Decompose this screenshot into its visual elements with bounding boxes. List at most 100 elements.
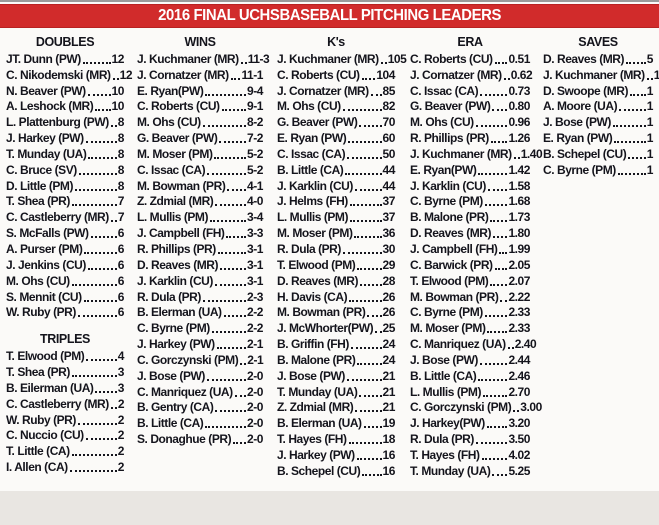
dot-leader: [233, 442, 246, 445]
stat-row: C. Byrne (PM) 2.33: [410, 304, 530, 319]
stat-value: 44: [382, 178, 396, 193]
stat-value: 104: [376, 67, 395, 82]
stat-row: B. Malone (PR) 24: [277, 351, 395, 367]
stat-value: 5-2: [247, 162, 263, 177]
dot-leader: [617, 172, 646, 175]
stat-row: T. Munday (UA) 5.25: [410, 462, 530, 478]
stat-value: 2.22: [508, 289, 530, 304]
player-name: C. Roberts (CU): [410, 51, 493, 66]
player-name: G. Beaver (PW): [277, 115, 358, 130]
stat-list-wins: J. Kuchmaner (MR) 11-3 J. Cornatzer (MR) 11…: [137, 50, 270, 446]
stat-value: 1.26: [508, 131, 530, 146]
stat-row: C. Gorczynski (PM) 2-1: [137, 351, 264, 367]
dot-leader: [499, 251, 508, 254]
stat-value: 5-2: [247, 146, 263, 161]
dot-leader: [346, 378, 382, 381]
player-name: C. Castleberry (MR): [6, 396, 109, 411]
stat-row: C. Manriquez (UA) 2.40: [410, 335, 537, 351]
stat-row: R. Dula (PR) 2-3: [137, 288, 263, 304]
player-name: B. Griffin (FH): [277, 337, 349, 352]
stat-row: E. Ryan (PW) 1: [543, 129, 653, 145]
player-name: J. Bose (PW): [277, 368, 345, 383]
dot-leader: [77, 315, 117, 318]
stat-row: T. Hayes (FH) 4.02: [410, 446, 530, 462]
stat-value: 8: [117, 162, 125, 177]
stat-value: 18: [382, 432, 396, 447]
stat-row: B. Gentry (CA) 2-0: [137, 399, 263, 414]
stat-section-wins: WINS J. Kuchmaner (MR) 11-3 J. Cornatzer (…: [137, 35, 270, 446]
stat-row: W. Ruby (PR) 2: [6, 411, 124, 427]
dot-leader: [205, 426, 246, 429]
stat-value: 4-1: [247, 178, 263, 193]
dot-leader: [487, 188, 508, 191]
stat-value: 3-4: [247, 210, 263, 225]
player-name: B. Schepel (CU): [543, 146, 627, 161]
stat-row: B. Little (CA) 2-0: [137, 414, 263, 430]
dot-leader: [348, 442, 382, 445]
dot-leader: [356, 457, 382, 460]
stat-row: C. Castleberry (MR) 7: [6, 208, 125, 224]
dot-leader: [513, 410, 520, 413]
player-name: D. Reaves (MR): [543, 51, 625, 66]
stat-row: R. Phillips (PR) 1.26: [410, 129, 530, 145]
stat-value: 36: [382, 226, 396, 241]
stat-row: J. Cornatzer (MR) 11-1: [137, 66, 263, 82]
player-name: J. Kuchmaner (MR): [137, 51, 239, 66]
dot-leader: [227, 188, 246, 191]
stat-value: 9-1: [247, 99, 263, 114]
stat-value: 25: [382, 321, 396, 336]
stat-value: 6: [117, 257, 125, 272]
dot-leader: [95, 109, 111, 112]
stat-value: 21: [382, 384, 396, 399]
stat-value: 2.44: [508, 352, 530, 367]
dot-leader: [363, 426, 382, 429]
player-name: E. Ryan (PW): [277, 131, 347, 146]
stat-row: R. Dula (PR) 3.50: [410, 430, 530, 446]
dot-leader: [486, 426, 508, 429]
stat-row: J. Cornatzer (MR) 0.62: [410, 66, 533, 82]
player-name: M. Ohs (CU): [137, 115, 201, 130]
stat-list-ks: J. Kuchmaner (MR) 105 C. Roberts (CU) 104 J.…: [277, 50, 407, 478]
player-name: D. Reaves (MR): [137, 257, 219, 272]
player-name: A. Moore (UA): [543, 99, 618, 114]
stat-value: 19: [382, 416, 396, 431]
dot-leader: [85, 141, 117, 144]
stat-row: C. Roberts (CU) 0.51: [410, 50, 530, 66]
player-name: C. Bruce (SV): [6, 162, 77, 177]
stat-row: I. Allen (CA) 2: [6, 458, 124, 474]
stat-value: 2.33: [508, 321, 530, 336]
player-name: J. Karklin (CU): [277, 178, 353, 193]
stat-row: S. McFalls (PW) 6: [6, 224, 124, 240]
stat-row: T. Shea (PR) 7: [6, 193, 124, 208]
dot-leader: [626, 61, 646, 64]
player-name: B. Malone (PR): [410, 210, 489, 225]
player-name: D. Swoope (MR): [543, 83, 629, 98]
dot-leader: [223, 315, 246, 318]
stat-row: M. Ohs (CU) 0.96: [410, 113, 530, 129]
dot-leader: [492, 473, 508, 476]
stat-row: D. Swoope (MR) 1: [543, 82, 653, 98]
stat-value: 2: [117, 396, 125, 411]
player-name: B. Malone (PR): [277, 352, 356, 367]
dot-leader: [69, 470, 117, 473]
player-name: M. Ohs (CU): [410, 115, 474, 130]
dot-leader: [350, 347, 382, 350]
player-name: C. Byrne (PM): [410, 194, 483, 209]
player-name: G. Beaver (PW): [137, 131, 218, 146]
dot-leader: [475, 442, 508, 445]
stat-row: D. Little (PM) 8: [6, 177, 124, 193]
stat-value: 4-0: [247, 194, 263, 209]
stat-row: D. Reaves (MR) 3-1: [137, 256, 263, 272]
stat-value: 60: [382, 131, 396, 146]
player-name: C. Nikodemski (MR): [6, 67, 111, 82]
dot-leader: [202, 125, 246, 128]
player-name: J. Karklin (CU): [137, 273, 213, 288]
player-name: C. Gorczynski (PM): [137, 352, 239, 367]
section-header-triples: TRIPLES: [40, 332, 90, 347]
stat-value: 30: [382, 241, 396, 256]
dot-leader: [367, 315, 382, 318]
dot-leader: [214, 283, 246, 286]
stat-value: 6: [117, 289, 125, 304]
dot-leader: [205, 93, 246, 96]
player-name: M. Ohs (CU): [277, 99, 341, 114]
